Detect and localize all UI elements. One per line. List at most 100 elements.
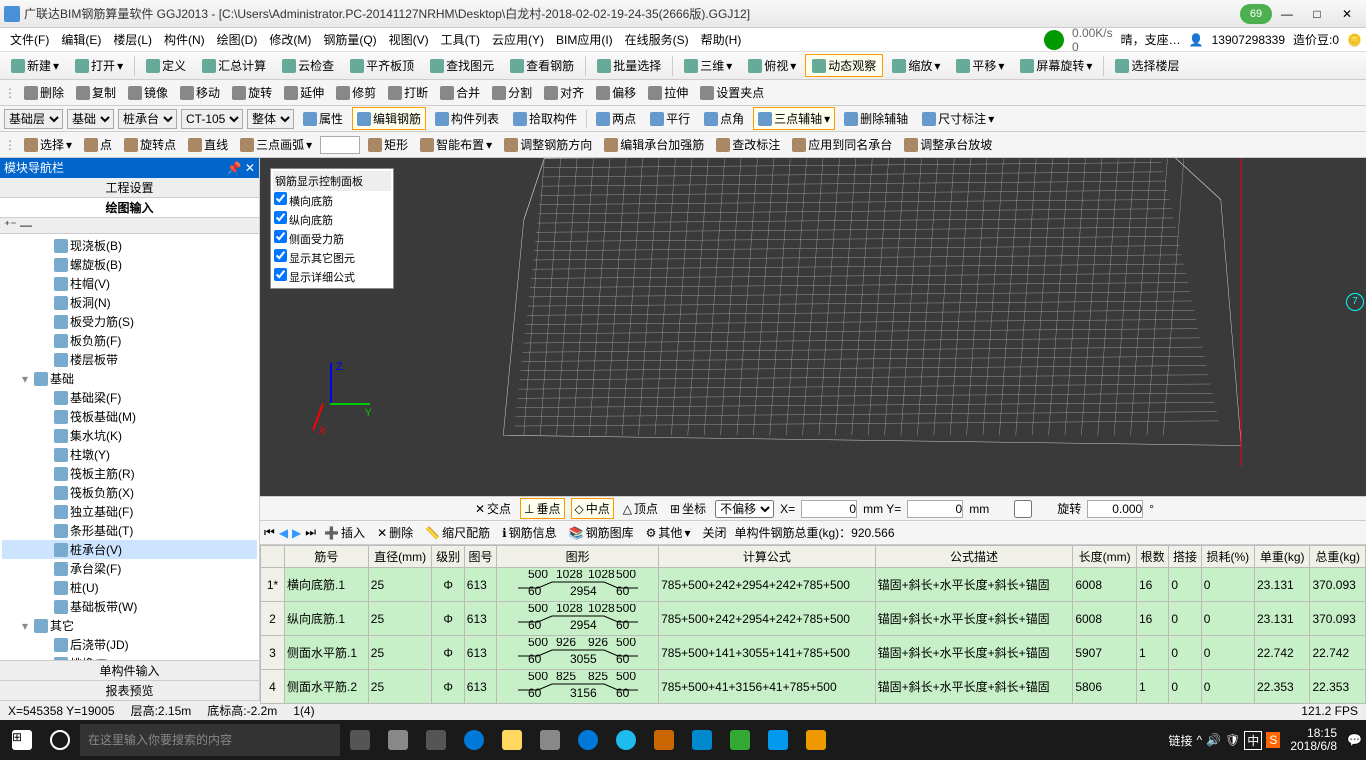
nav-last-icon[interactable]: ⏭ <box>305 525 316 540</box>
panel-check[interactable]: 显示详细公式 <box>273 267 391 286</box>
edit-tool[interactable]: 修剪 <box>332 82 380 103</box>
ie-icon[interactable] <box>608 724 644 756</box>
pick-button[interactable]: 拾取构件 <box>508 107 582 130</box>
component-tree[interactable]: 现浇板(B)螺旋板(B)柱帽(V)板洞(N)板受力筋(S)板负筋(F)楼层板带▾… <box>0 234 259 660</box>
tree-item[interactable]: 柱帽(V) <box>2 274 257 293</box>
tree-item[interactable]: 筏板负筋(X) <box>2 483 257 502</box>
two-point-button[interactable]: 两点 <box>591 107 641 130</box>
menu-item[interactable]: 在线服务(S) <box>619 31 695 48</box>
batch-button[interactable]: 批量选择 <box>590 54 668 77</box>
menu-item[interactable]: 视图(V) <box>383 31 435 48</box>
menu-item[interactable]: 工具(T) <box>435 31 486 48</box>
pan-button[interactable]: 平移 ▾ <box>949 54 1011 77</box>
rotate-input[interactable] <box>1087 500 1143 518</box>
tray-link[interactable]: 链接 <box>1168 732 1192 749</box>
open-button[interactable]: 打开 ▾ <box>68 54 130 77</box>
top-view-button[interactable]: 俯视 ▾ <box>741 54 803 77</box>
edit-tool[interactable]: 拉伸 <box>644 82 692 103</box>
start-button[interactable]: ⊞ <box>4 724 40 756</box>
table-row[interactable]: 4侧面水平筋.225Φ61350082582550060315660785+50… <box>261 670 1366 704</box>
coin-label[interactable]: 造价豆:0 <box>1293 31 1339 48</box>
x-input[interactable] <box>801 500 857 518</box>
floor-select[interactable]: 基础层 <box>4 109 63 129</box>
sidebar-tab-single[interactable]: 单构件输入 <box>0 660 259 680</box>
checkdim-button[interactable]: 查改标注 <box>712 134 784 155</box>
snap-coord[interactable]: ⊞ 坐标 <box>667 499 709 518</box>
tree-item[interactable]: ▾基础 <box>2 369 257 388</box>
zoom-button[interactable]: 缩放 ▾ <box>885 54 947 77</box>
notification-badge[interactable]: 69 <box>1240 4 1272 24</box>
tree-item[interactable]: 楼层板带 <box>2 350 257 369</box>
component-select[interactable]: 桩承台 <box>118 109 177 129</box>
snap-top[interactable]: △ 顶点 <box>620 499 661 518</box>
menu-item[interactable]: 构件(N) <box>158 31 211 48</box>
dynamic-view-button[interactable]: 动态观察 <box>805 54 883 77</box>
insert-button[interactable]: ➕插入 <box>320 522 369 543</box>
taskview-icon[interactable] <box>342 724 378 756</box>
define-button[interactable]: 定义 <box>139 54 193 77</box>
del-aux-button[interactable]: 删除辅轴 <box>839 107 913 130</box>
attr-button[interactable]: 属性 <box>298 107 348 130</box>
menu-item[interactable]: 绘图(D) <box>211 31 264 48</box>
screen-rotate-button[interactable]: 屏幕旋转 ▾ <box>1013 54 1099 77</box>
rect-button[interactable]: 矩形 <box>364 134 412 155</box>
search-input[interactable]: 在这里输入你要搜索的内容 <box>80 724 340 756</box>
sidebar-tab-settings[interactable]: 工程设置 <box>0 178 259 198</box>
tree-item[interactable]: 柱墩(Y) <box>2 445 257 464</box>
edit-tool[interactable]: 设置夹点 <box>696 82 768 103</box>
tree-item[interactable]: 板洞(N) <box>2 293 257 312</box>
edit-tool[interactable]: 镜像 <box>124 82 172 103</box>
edit-rebar-button[interactable]: 编辑钢筋 <box>352 107 426 130</box>
edit-tool[interactable]: 移动 <box>176 82 224 103</box>
nav-next-icon[interactable]: ▶ <box>292 526 301 540</box>
lib-button[interactable]: 📚钢筋图库 <box>565 522 638 543</box>
snap-vert[interactable]: ⊥ 垂点 <box>520 498 564 519</box>
menu-item[interactable]: 钢筋量(Q) <box>317 31 382 48</box>
tree-item[interactable]: 基础梁(F) <box>2 388 257 407</box>
select-floor-button[interactable]: 选择楼层 <box>1108 54 1186 77</box>
applysame-button[interactable]: 应用到同名承台 <box>788 134 896 155</box>
edit-tool[interactable]: 偏移 <box>592 82 640 103</box>
tray-i3[interactable]: S <box>1266 732 1280 748</box>
menu-item[interactable]: 楼层(L) <box>107 31 158 48</box>
menu-item[interactable]: 帮助(H) <box>695 31 748 48</box>
new-button[interactable]: 新建 ▾ <box>4 54 66 77</box>
find-rebar-button[interactable]: 查看钢筋 <box>503 54 581 77</box>
three-point-button[interactable]: 三点辅轴 ▾ <box>753 107 835 130</box>
value-input[interactable] <box>320 136 360 154</box>
rotate-check[interactable] <box>995 500 1051 518</box>
tree-item[interactable]: 集水坑(K) <box>2 426 257 445</box>
tree-item[interactable]: 桩承台(V) <box>2 540 257 559</box>
clock[interactable]: 18:152018/6/8 <box>1284 727 1343 753</box>
nav-prev-icon[interactable]: ◀ <box>279 526 288 540</box>
explorer-icon[interactable] <box>494 724 530 756</box>
close-button[interactable]: ✕ <box>1332 4 1362 24</box>
snap-mid[interactable]: ◇ 中点 <box>571 498 614 519</box>
edge2-icon[interactable] <box>570 724 606 756</box>
tray-ime[interactable]: 中 <box>1244 731 1262 750</box>
edit-tool[interactable]: 对齐 <box>540 82 588 103</box>
list-button[interactable]: 构件列表 <box>430 107 504 130</box>
3d-button[interactable]: 三维 ▾ <box>677 54 739 77</box>
app-icon-4[interactable] <box>684 724 720 756</box>
edit-tool[interactable]: 合并 <box>436 82 484 103</box>
tree-item[interactable]: 现浇板(B) <box>2 236 257 255</box>
3d-canvas[interactable]: 钢筋显示控制面板 横向底筋纵向底筋侧面受力筋显示其它图元显示详细公式 <box>260 158 1366 496</box>
rebar-display-panel[interactable]: 钢筋显示控制面板 横向底筋纵向底筋侧面受力筋显示其它图元显示详细公式 <box>270 168 394 289</box>
cortana-icon[interactable] <box>42 724 78 756</box>
edit-tool[interactable]: 旋转 <box>228 82 276 103</box>
parallel-button[interactable]: 平行 <box>645 107 695 130</box>
select-button[interactable]: 选择 ▾ <box>20 134 76 155</box>
tree-item[interactable]: ▾其它 <box>2 616 257 635</box>
app-icon-1[interactable] <box>380 724 416 756</box>
arc-button[interactable]: 三点画弧 ▾ <box>236 134 316 155</box>
app-icon-2[interactable] <box>418 724 454 756</box>
category-select[interactable]: 基础 <box>67 109 114 129</box>
y-input[interactable] <box>907 500 963 518</box>
app-icon-7[interactable] <box>798 724 834 756</box>
menu-item[interactable]: BIM应用(I) <box>550 31 619 48</box>
tree-item[interactable]: 独立基础(F) <box>2 502 257 521</box>
tree-item[interactable]: 筏板基础(M) <box>2 407 257 426</box>
part-select[interactable]: 整体 <box>247 109 294 129</box>
tree-item[interactable]: 条形基础(T) <box>2 521 257 540</box>
